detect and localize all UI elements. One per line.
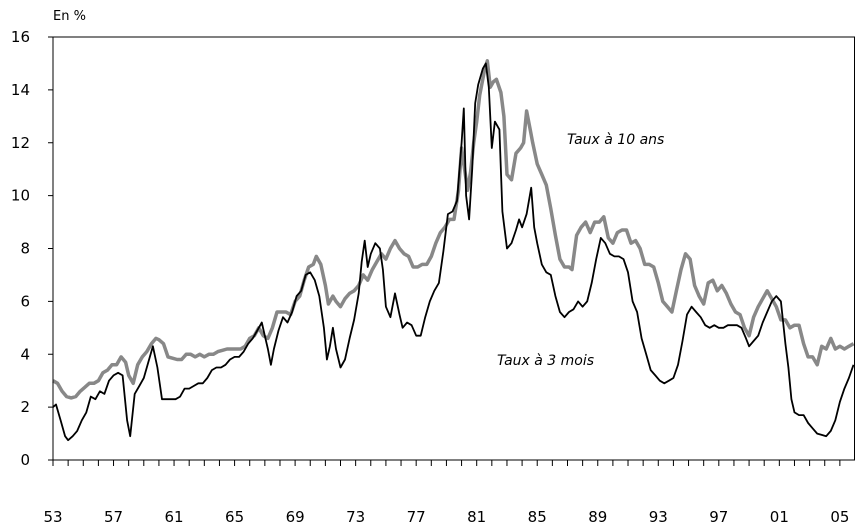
y-tick-label: 0 xyxy=(20,451,30,469)
x-tick-label: 53 xyxy=(43,508,62,526)
series-layer xyxy=(52,59,855,442)
x-tick-label: 05 xyxy=(830,508,849,526)
y-tick-label: 16 xyxy=(11,28,30,46)
y-tick-label: 8 xyxy=(20,240,30,258)
x-tick-label: 01 xyxy=(770,508,789,526)
plot-area-frame xyxy=(52,36,855,461)
series-line-10y xyxy=(52,59,855,400)
annotation-10y: Taux à 10 ans xyxy=(567,132,664,148)
x-tick-label: 97 xyxy=(709,508,728,526)
y-axis-unit-label: En % xyxy=(53,9,86,24)
x-tick-label: 69 xyxy=(286,508,305,526)
x-tick-label: 77 xyxy=(407,508,426,526)
annotation-3m: Taux à 3 mois xyxy=(497,353,594,369)
y-tick-label: 4 xyxy=(20,345,30,363)
x-axis-ticks: 53 57 61 65 69 73 77 81 85 89 93 97 01 05 xyxy=(43,460,849,526)
x-tick-label: 81 xyxy=(467,508,486,526)
y-tick-label: 10 xyxy=(11,187,30,205)
x-tick-label: 73 xyxy=(346,508,365,526)
x-tick-label: 57 xyxy=(104,508,123,526)
x-tick-label: 65 xyxy=(225,508,244,526)
x-tick-label: 61 xyxy=(165,508,184,526)
x-tick-label: 93 xyxy=(649,508,668,526)
y-tick-label: 14 xyxy=(11,81,30,99)
x-tick-label: 85 xyxy=(528,508,547,526)
series-line-3m xyxy=(52,62,855,442)
y-tick-label: 6 xyxy=(20,292,30,310)
x-tick-label: 89 xyxy=(588,508,607,526)
y-tick-label: 2 xyxy=(20,398,30,416)
y-axis-ticks: 0 2 4 6 8 10 12 14 16 xyxy=(11,28,53,469)
y-tick-label: 12 xyxy=(11,134,30,152)
